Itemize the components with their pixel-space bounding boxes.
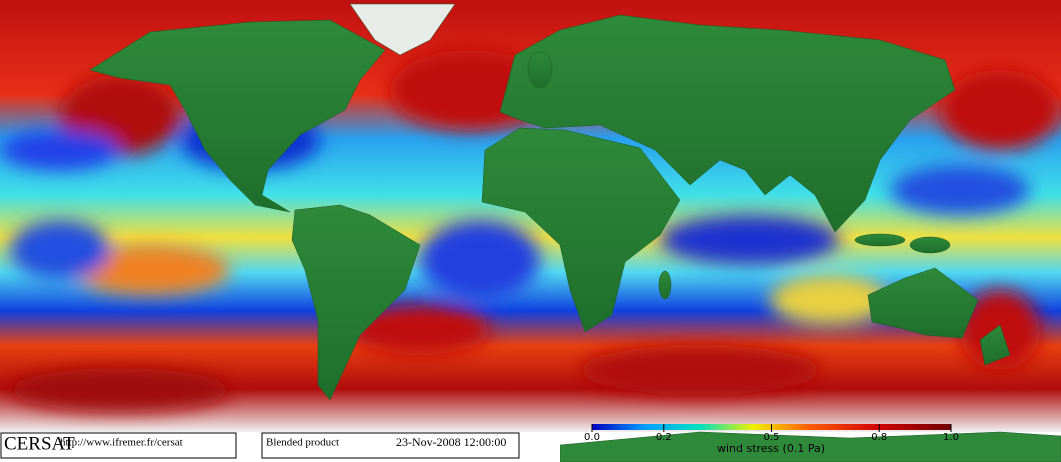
colorbar: wind stress (0.1 Pa) 0.0 0.2 0.5 0.8 1.0 [584, 424, 959, 455]
colorbar-tick-label: 0.5 [764, 432, 780, 443]
colorbar-label: wind stress (0.1 Pa) [717, 442, 825, 455]
url: http://www.ifremer.fr/cersat [60, 437, 183, 449]
product-box: Blended product 23-Nov-2008 12:00:00 [261, 432, 520, 459]
colorbar-tick-label: 0.8 [871, 432, 887, 443]
info-box: CERSAT http://www.ifremer.fr/cersat [0, 432, 237, 459]
colorbar-tick-label: 0.0 [584, 432, 600, 443]
land [89, 3, 1061, 462]
colorbar-tick-label: 1.0 [943, 432, 959, 443]
logo: CERSAT [4, 433, 75, 454]
product: Blended product [266, 437, 339, 449]
date: 23-Nov-2008 12:00:00 [396, 435, 506, 449]
colorbar-tick-label: 0.2 [656, 432, 672, 443]
